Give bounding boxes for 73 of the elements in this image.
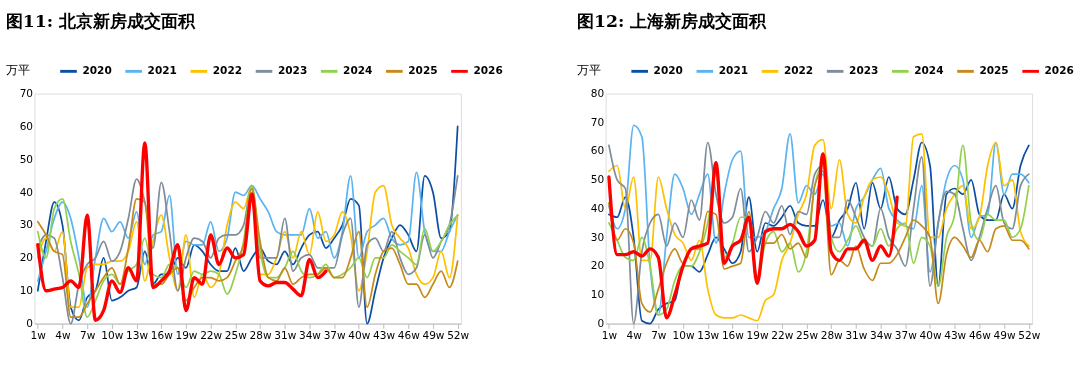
x-tick-label: 52w [1018, 329, 1041, 342]
x-tick-label: 13w [126, 329, 149, 342]
legend-label: 2026 [473, 64, 503, 77]
x-tick-label: 43w [373, 329, 396, 342]
x-tick-label: 1w [601, 329, 618, 342]
x-tick-label: 49w [993, 329, 1016, 342]
legend-label: 2023 [277, 64, 308, 77]
y-tick-label: 70 [19, 86, 34, 99]
x-tick-label: 4w [55, 329, 71, 342]
x-tick-label: 1w [30, 329, 47, 342]
chart-title: 图12: 上海新房成交面积 [576, 10, 768, 31]
x-tick-label: 7w [80, 329, 96, 342]
y-tick-label: 60 [590, 144, 605, 157]
legend-label: 2020 [82, 64, 112, 77]
y-tick-label: 10 [590, 288, 605, 301]
x-tick-label: 16w [721, 329, 745, 342]
y-tick-label: 40 [19, 185, 34, 198]
y-tick-label: 20 [590, 259, 605, 272]
y-tick-label: 30 [19, 218, 34, 231]
x-tick-label: 40w [348, 329, 371, 342]
legend-label: 2022 [783, 64, 814, 77]
y-axis-title: 万平 [6, 61, 31, 77]
x-tick-label: 13w [697, 329, 720, 342]
x-tick-label: 46w [968, 329, 992, 342]
x-tick-label: 25w [795, 329, 819, 342]
x-tick-label: 37w [894, 329, 918, 342]
legend-label: 2025 [979, 64, 1009, 77]
y-tick-label: 40 [590, 201, 605, 214]
legend-label: 2022 [212, 64, 243, 77]
y-tick-label: 0 [597, 316, 605, 329]
y-tick-label: 30 [590, 230, 605, 243]
legend-label: 2024 [343, 64, 373, 77]
x-tick-label: 22w [771, 329, 794, 342]
x-tick-label: 31w [274, 329, 297, 342]
x-tick-label: 7w [651, 329, 667, 342]
x-tick-label: 40w [919, 329, 942, 342]
y-tick-label: 0 [26, 316, 34, 329]
legend-label: 2025 [408, 64, 438, 77]
line-series [607, 152, 899, 320]
x-tick-label: 19w [175, 329, 198, 342]
y-tick-label: 20 [19, 251, 34, 264]
legend-label: 2021 [147, 64, 177, 77]
legend-label: 2020 [653, 64, 683, 77]
x-tick-label: 10w [101, 329, 124, 342]
legend-label: 2023 [849, 64, 879, 77]
x-tick-label: 52w [447, 329, 470, 342]
y-tick-label: 60 [19, 119, 34, 132]
legend-label: 2024 [914, 64, 944, 77]
y-tick-label: 50 [590, 173, 605, 186]
legend-label: 2026 [1044, 64, 1074, 77]
line-series [36, 141, 328, 323]
y-tick-label: 70 [590, 115, 605, 128]
x-tick-label: 34w [870, 329, 893, 342]
x-tick-label: 25w [224, 329, 248, 342]
x-tick-label: 16w [150, 329, 174, 342]
x-tick-label: 34w [298, 329, 322, 342]
x-tick-label: 37w [323, 329, 347, 342]
x-tick-label: 19w [746, 329, 769, 342]
x-tick-label: 43w [944, 329, 967, 342]
y-axis-title: 万平 [577, 61, 602, 77]
x-tick-label: 28w [249, 329, 272, 342]
y-tick-label: 10 [19, 284, 34, 297]
y-tick-label: 80 [590, 86, 605, 99]
x-tick-label: 4w [626, 329, 643, 342]
x-tick-label: 28w [820, 329, 844, 342]
y-tick-label: 50 [19, 152, 34, 165]
x-tick-label: 10w [672, 329, 695, 342]
x-tick-label: 49w [422, 329, 445, 342]
legend-label: 2021 [718, 64, 749, 77]
x-tick-label: 46w [397, 329, 421, 342]
x-tick-label: 22w [200, 329, 223, 342]
x-tick-label: 31w [845, 329, 868, 342]
chart-title: 图11: 北京新房成交面积 [5, 10, 197, 31]
